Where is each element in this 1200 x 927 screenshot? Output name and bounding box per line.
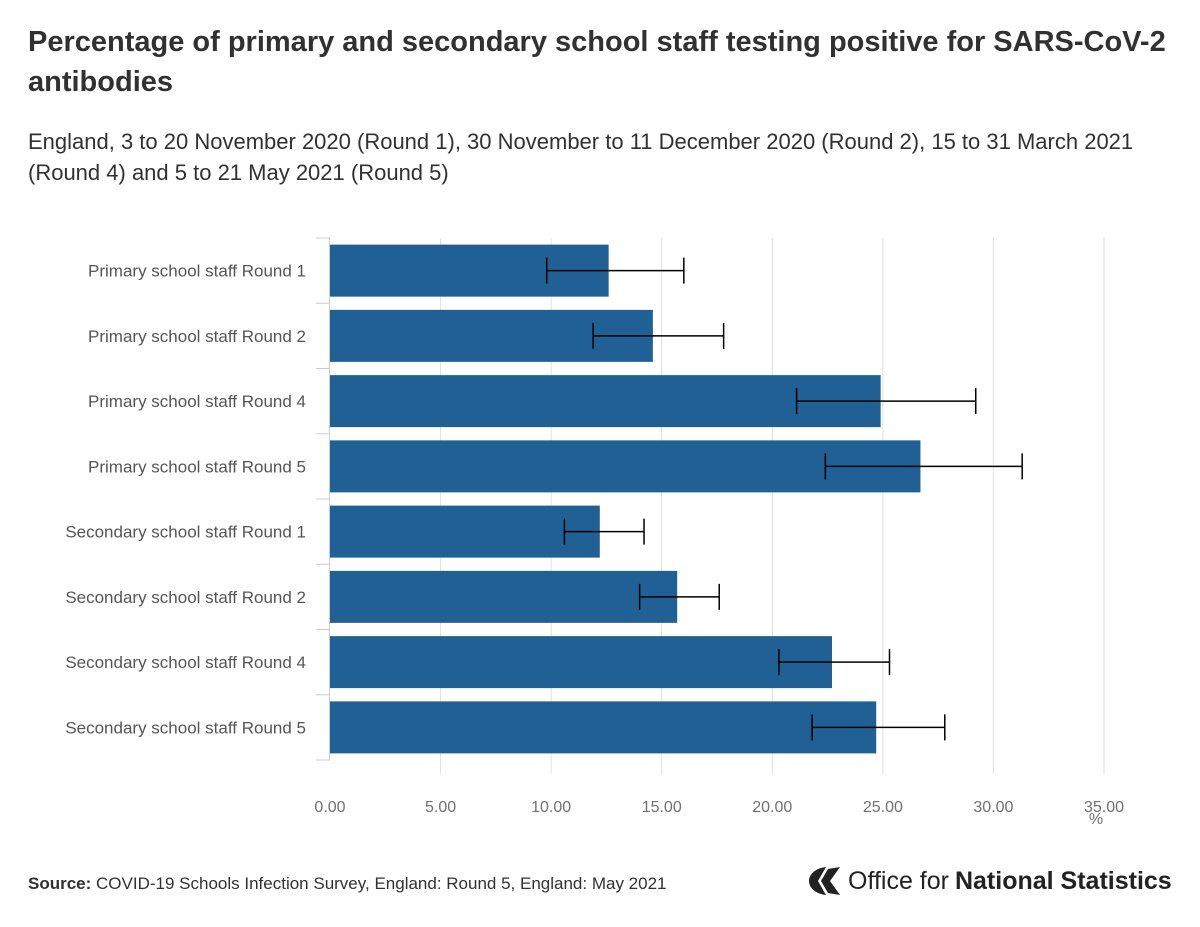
source-label: Source: [28, 874, 92, 893]
x-tick-label: 5.00 [425, 799, 456, 816]
source-text: COVID-19 Schools Infection Survey, Engla… [96, 874, 667, 893]
x-tick-label: 25.00 [863, 799, 903, 816]
category-label: Secondary school staff Round 2 [65, 588, 306, 607]
category-label: Primary school staff Round 5 [88, 457, 306, 476]
bar-chart: Primary school staff Round 1 Primary scho… [65, 237, 1124, 828]
category-label: Primary school staff Round 2 [88, 327, 306, 346]
ons-logo: Office for National Statistics [806, 864, 1172, 898]
category-label: Secondary school staff Round 1 [65, 523, 306, 542]
category-labels: Primary school staff Round 1 Primary scho… [65, 262, 306, 738]
x-tick-label: 10.00 [531, 799, 571, 816]
x-tick-label: 20.00 [752, 799, 792, 816]
bar [330, 440, 921, 493]
category-label: Secondary school staff Round 5 [65, 718, 306, 737]
x-tick-label: 35.00 [1084, 799, 1124, 816]
bar [330, 701, 877, 754]
category-label: Primary school staff Round 4 [88, 392, 306, 411]
category-label: Primary school staff Round 1 [88, 262, 306, 281]
bar [330, 636, 832, 689]
x-tick-labels: 0.00 5.00 10.00 15.00 20.00 25.00 30.00 35.00 [314, 799, 1124, 816]
bars [330, 244, 921, 754]
bar [330, 375, 881, 428]
x-axis-label: % [1089, 811, 1103, 828]
chart-title: Percentage of primary and secondary scho… [28, 26, 1166, 98]
ons-logo-icon [809, 867, 840, 895]
bar [330, 570, 678, 623]
category-label: Secondary school staff Round 4 [65, 653, 306, 672]
x-tick-label: 15.00 [642, 799, 682, 816]
logo-text-bold: National Statistics [954, 866, 1172, 895]
source-note: Source: COVID-19 Schools Infection Surve… [28, 874, 667, 894]
x-tick-label: 30.00 [973, 799, 1013, 816]
logo-text-light: Office for [848, 866, 949, 895]
chart-subtitle: England, 3 to 20 November 2020 (Round 1)… [28, 129, 1134, 185]
x-tick-label: 0.00 [314, 799, 345, 816]
error-bars [545, 257, 1023, 741]
bar [330, 505, 600, 558]
